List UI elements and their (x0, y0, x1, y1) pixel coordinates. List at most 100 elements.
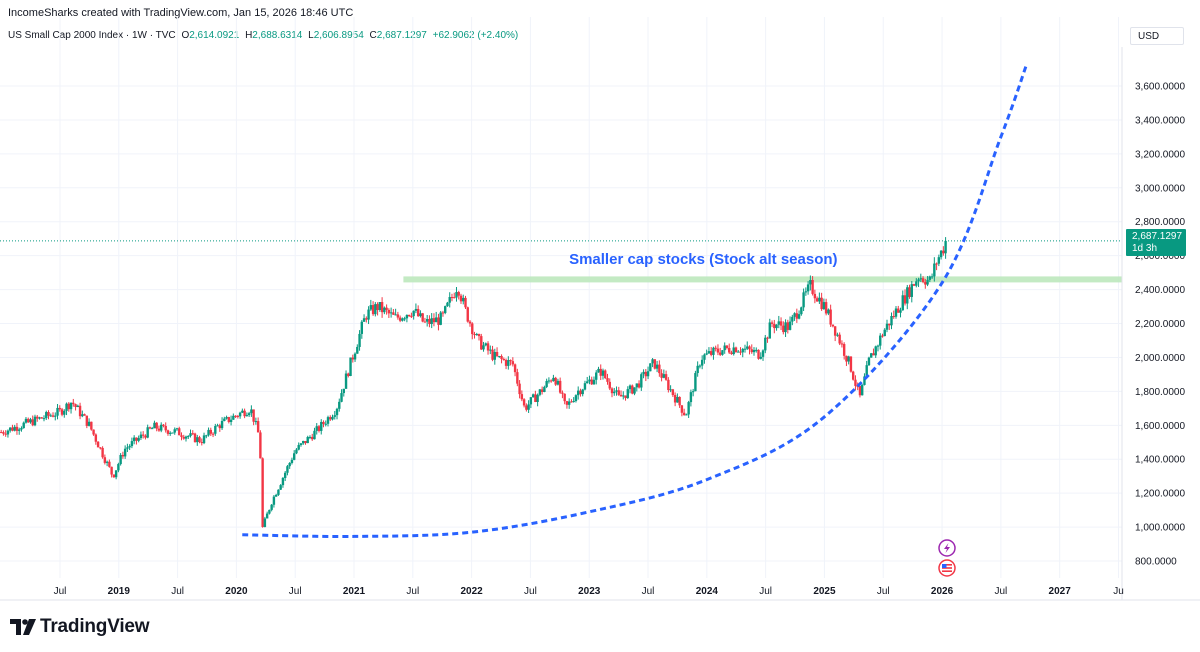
candle-body (209, 429, 212, 434)
candle-body (624, 395, 627, 399)
candle-body (259, 432, 262, 459)
candle-body (241, 410, 244, 413)
candle-body (928, 276, 932, 280)
candle-body (511, 361, 515, 365)
us-flag-icon[interactable] (938, 559, 956, 577)
candle-body (579, 390, 582, 395)
candle-body (491, 349, 494, 360)
candle-body (403, 318, 406, 320)
candle-body (254, 421, 258, 423)
candle-body (180, 435, 183, 437)
candle-body (689, 392, 693, 403)
symbol-name[interactable]: US Small Cap 2000 Index · 1W · TVC (8, 30, 176, 41)
candle-body (671, 389, 675, 396)
candle-body (232, 415, 235, 420)
candle-body (457, 292, 460, 296)
candle-body (518, 383, 521, 395)
candle-body (809, 280, 812, 285)
candle-body (590, 379, 593, 385)
candle-body (613, 391, 616, 394)
tradingview-logo[interactable]: TradingView (10, 616, 150, 638)
candle-body (728, 347, 731, 353)
y-tick-label: 1,600.0000 (1135, 421, 1185, 432)
candle-body (721, 350, 724, 355)
candle-body (358, 333, 361, 347)
candle-body (757, 349, 760, 359)
candle-body (356, 346, 359, 354)
x-tick-label: 2025 (813, 586, 836, 597)
candle-body (615, 390, 618, 392)
candle-body (311, 436, 314, 440)
candle-body (676, 396, 679, 403)
candle-body (831, 324, 835, 327)
candle-body (894, 308, 898, 317)
candle-body (572, 401, 575, 403)
candle-body (171, 432, 174, 434)
candle-body (795, 313, 799, 319)
candle-body (130, 441, 134, 447)
candle-body (558, 380, 562, 393)
candle-body (725, 345, 729, 348)
candle-body (824, 302, 828, 314)
candle-body (274, 494, 278, 497)
candle-body (261, 458, 264, 527)
candle-body (531, 394, 535, 398)
candle-body (599, 368, 602, 376)
candle-body (872, 353, 875, 356)
candle-body (376, 304, 379, 311)
candle-body (421, 313, 424, 322)
tradingview-logo-icon (10, 619, 36, 635)
candle-body (885, 323, 889, 330)
candle-body (22, 422, 25, 429)
candle-body (42, 418, 46, 420)
candle-body (173, 429, 176, 433)
candle-body (691, 391, 695, 393)
candle-body (58, 407, 61, 410)
candle-body (234, 415, 237, 417)
y-tick-label: 2,600.0000 (1135, 251, 1185, 262)
candle-body (288, 462, 291, 467)
candle-body (362, 318, 366, 322)
candle-body (175, 428, 179, 430)
candle-body (649, 363, 652, 372)
currency-button[interactable]: USD (1130, 27, 1184, 45)
candle-body (389, 312, 393, 314)
x-tick-label: Jul (289, 586, 302, 597)
x-tick-label: Jul (171, 586, 184, 597)
candle-body (202, 435, 206, 444)
parabolic-curve (242, 63, 1029, 538)
candle-body (475, 334, 478, 336)
candle-body (430, 318, 433, 325)
last-price-tag: 2,687.1297 1d 3h (1126, 229, 1186, 256)
candle-body (441, 312, 445, 314)
candle-body (121, 454, 125, 457)
x-tick-label: 2020 (225, 586, 248, 597)
candle-body (842, 344, 846, 356)
y-tick-label: 3,400.0000 (1135, 115, 1185, 126)
candle-body (108, 461, 111, 467)
candle-body (549, 380, 553, 382)
candle-body (658, 364, 661, 374)
price-axis: 800.0000 1,000.0000 1,200.0000 1,400.0000 1,… (1121, 47, 1185, 600)
candle-body (651, 359, 654, 364)
high-key: H (245, 30, 253, 41)
candle-body (739, 351, 742, 353)
candle-body (861, 384, 864, 396)
candle-body (563, 393, 566, 402)
candle-body (750, 349, 753, 353)
candle-body (385, 307, 388, 310)
chart-credit: IncomeSharks created with TradingView.co… (8, 7, 354, 19)
lightning-icon[interactable] (938, 539, 956, 557)
candle-body (901, 295, 904, 311)
y-tick-label: 1,000.0000 (1135, 523, 1185, 534)
candle-body (815, 298, 819, 302)
candle-body (295, 449, 298, 454)
candle-body (567, 401, 571, 405)
candle-body (69, 402, 73, 410)
candle-body (414, 308, 418, 311)
symbol-legend: US Small Cap 2000 Index · 1W · TVC O2,61… (8, 30, 518, 41)
candle-body (223, 418, 226, 421)
candle-body (495, 352, 499, 357)
candle-body (40, 417, 43, 419)
